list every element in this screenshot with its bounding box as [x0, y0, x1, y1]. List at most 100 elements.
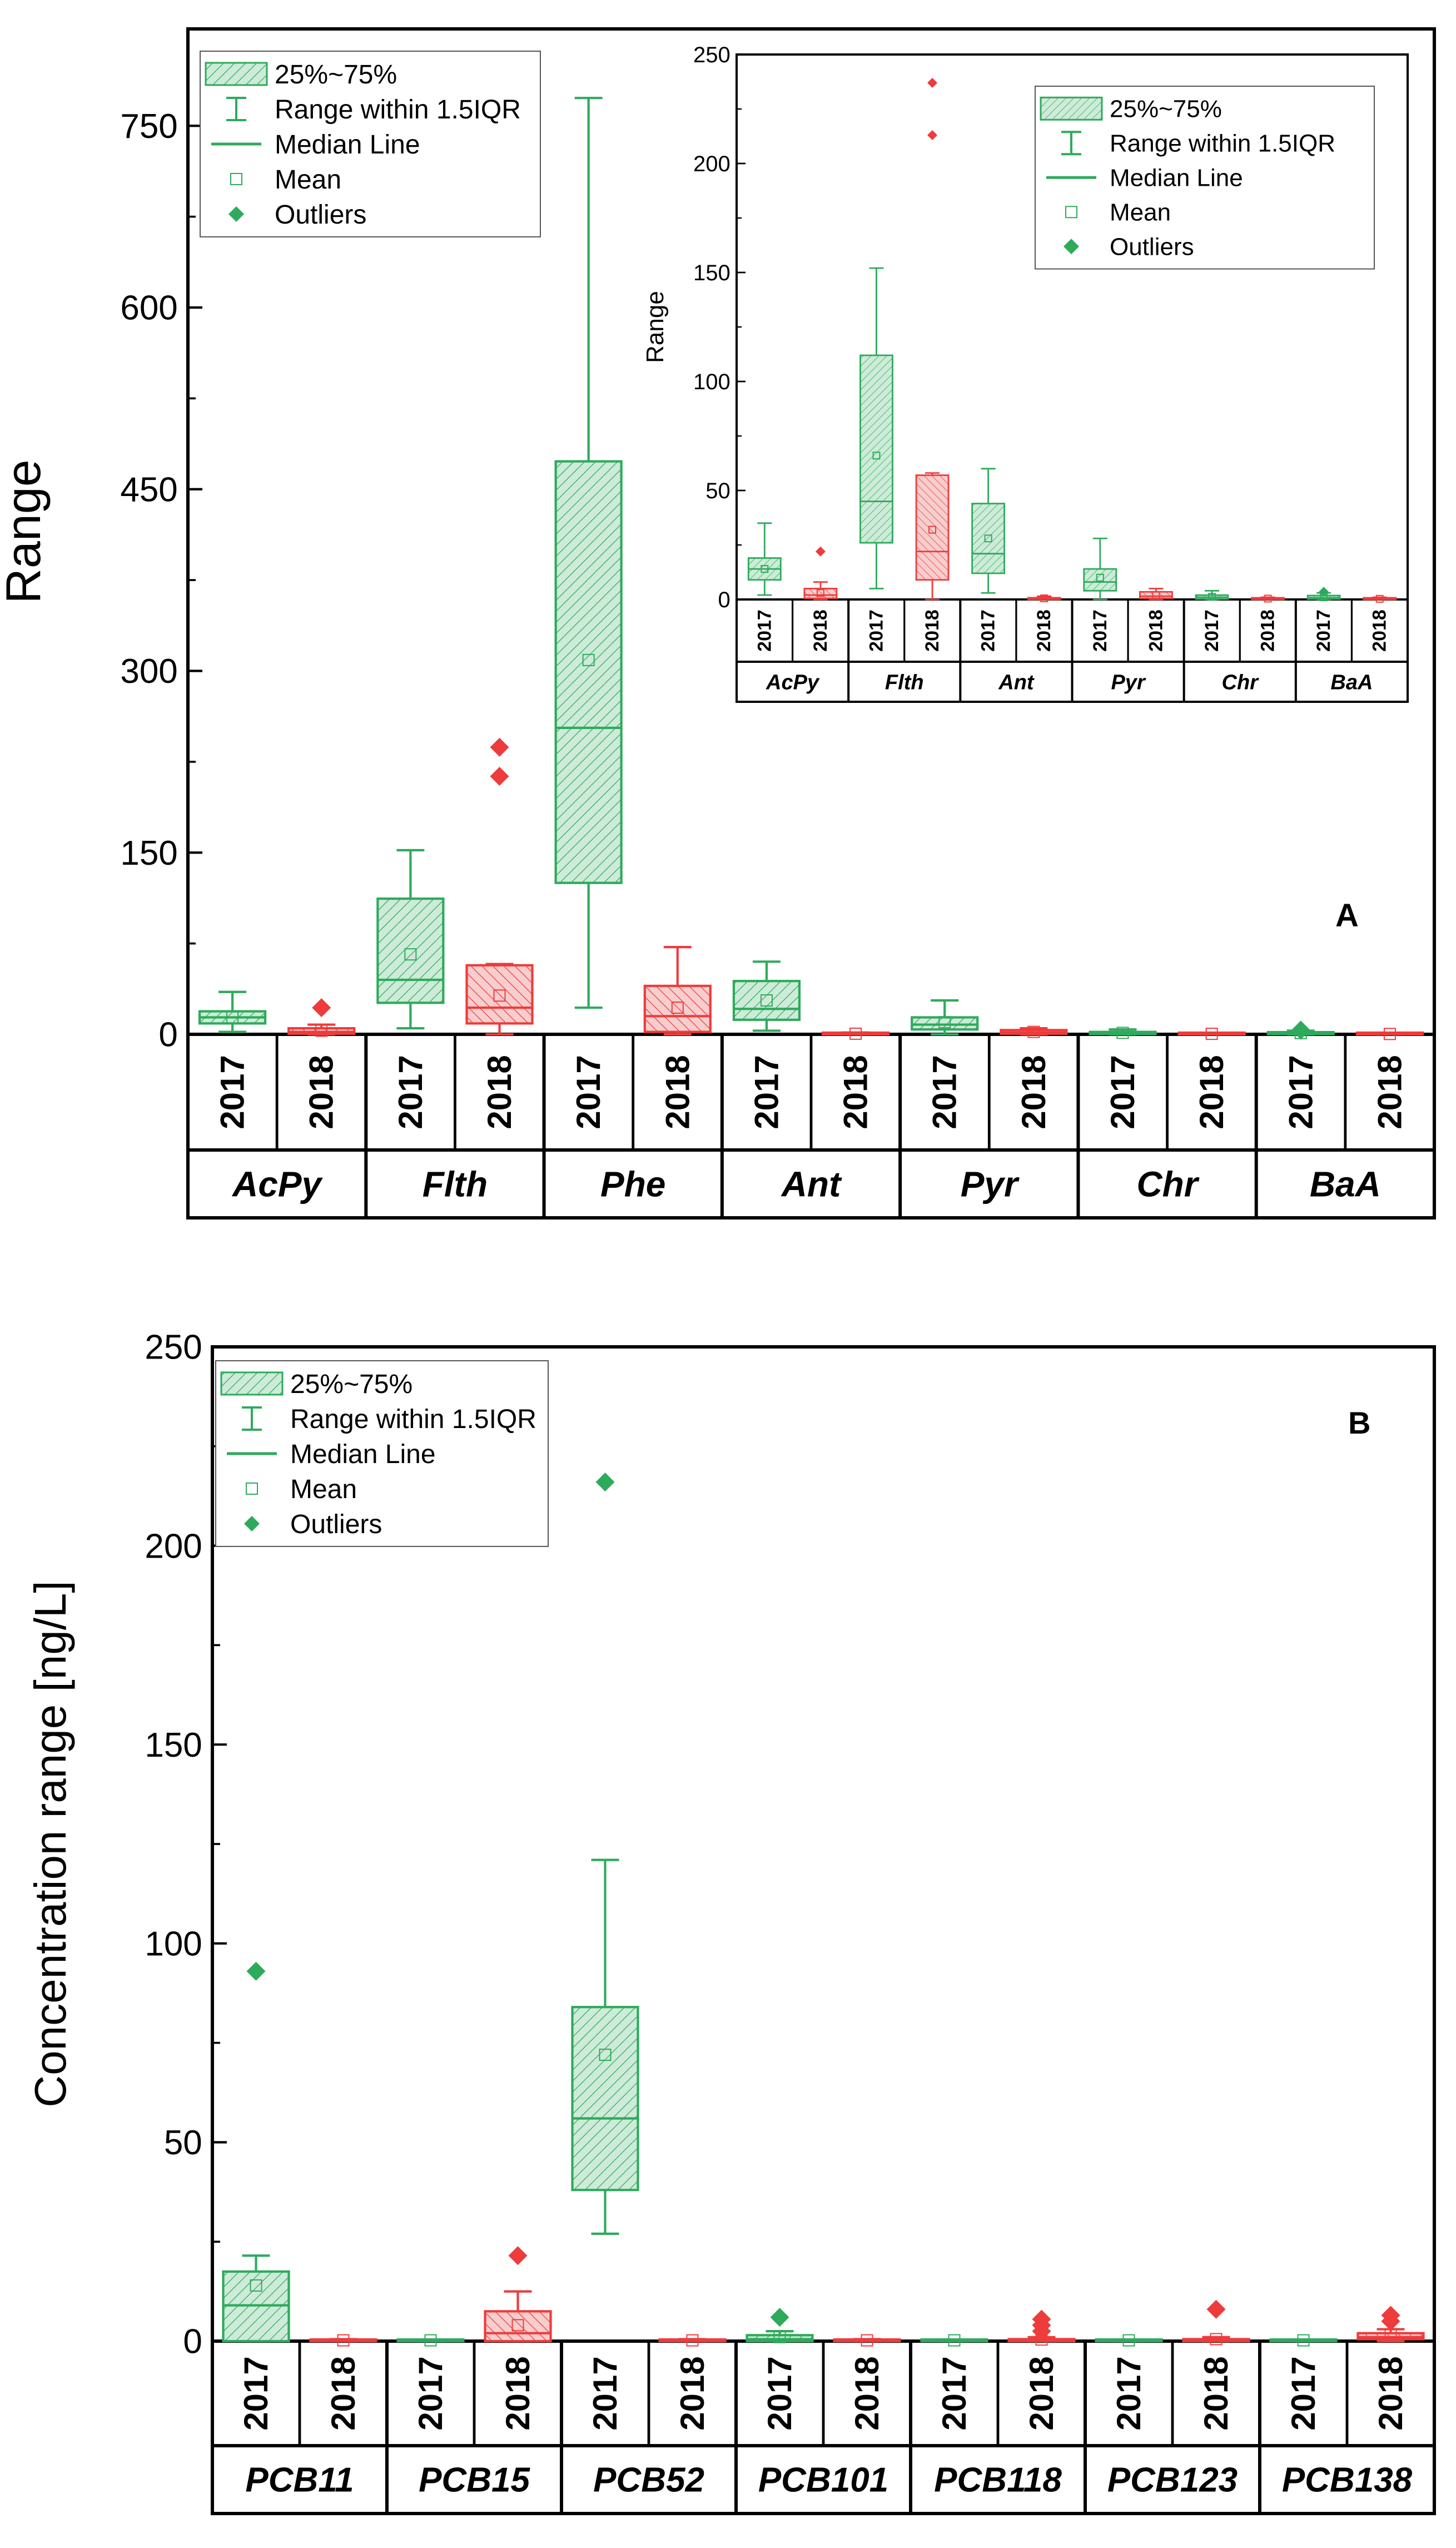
group-label: Ant: [781, 1164, 842, 1204]
outlier-marker: [815, 546, 826, 557]
y-tick-label: 150: [120, 834, 177, 873]
group-label: PCB11: [245, 2461, 354, 2500]
box-pcb138-2018: [1356, 2306, 1425, 2343]
panel-label: A: [1335, 898, 1359, 934]
mean-marker: [760, 994, 773, 1007]
year-label: 2017: [1104, 1055, 1141, 1129]
year-label: 2018: [481, 1055, 518, 1129]
y-tick-label: 100: [693, 370, 731, 394]
year-label: 2017: [748, 1055, 785, 1129]
legend-swatch-mean: [230, 172, 242, 185]
box-pcb11-2017: [222, 1961, 290, 2343]
year-label: 2017: [978, 609, 999, 652]
legend: 25%~75% Range within 1.5IQR Median Line Mea…: [1035, 86, 1375, 270]
mean-marker: [1096, 573, 1104, 582]
box-baa-2018: [1363, 594, 1397, 603]
group-label: Chr: [1136, 1164, 1199, 1204]
group-label: AcPy: [231, 1164, 324, 1204]
year-label: 2018: [1372, 2356, 1409, 2430]
year-label: 2018: [1258, 609, 1279, 652]
mean-marker: [493, 989, 506, 1002]
y-tick-label: 250: [693, 43, 731, 67]
group-label: PCB101: [758, 2461, 888, 2500]
group-label: BaA: [1330, 671, 1373, 694]
box-pyr-2017: [1083, 537, 1117, 601]
outlier-marker: [1291, 1020, 1310, 1040]
box-pcb118-2017: [920, 2334, 988, 2347]
panel-a-inset: 0 50 100 150 200 250 Range 2017 2018 AcPy 2017 2018…: [642, 43, 1409, 703]
outlier-marker: [1319, 587, 1329, 597]
box-pcb138-2017: [1269, 2334, 1338, 2347]
y-tick-label: 750: [120, 107, 177, 146]
year-label: 2018: [1369, 609, 1390, 652]
legend-label: 25%~75%: [275, 60, 397, 90]
outlier-marker: [927, 130, 938, 141]
iqr-box: [732, 980, 801, 1021]
year-label: 2018: [1193, 1055, 1230, 1129]
year-label: 2018: [837, 1055, 874, 1129]
legend-swatch-outlier: [228, 206, 244, 222]
outlier-marker: [595, 1473, 615, 1492]
group-label: Pyr: [1111, 671, 1146, 694]
year-label: 2017: [1282, 1055, 1319, 1129]
group-label: Ant: [998, 671, 1035, 694]
box-ant-2018: [1027, 594, 1061, 603]
year-label: 2018: [499, 2356, 536, 2430]
year-label: 2017: [587, 2356, 624, 2430]
iqr-box: [554, 460, 623, 884]
panel-a: 0 150 300 450 600 750 Range 2017 2018 AcPy 2017 201…: [0, 27, 1436, 1220]
box-ant-2017: [732, 960, 801, 1032]
legend-label: Range within 1.5IQR: [1110, 130, 1335, 157]
legend-swatch-box: [220, 1371, 284, 1396]
mean-marker: [511, 2319, 524, 2332]
y-tick-label: 0: [718, 588, 731, 612]
mean-marker: [872, 452, 881, 460]
year-label: 2017: [1110, 2356, 1147, 2430]
year-label: 2018: [1033, 609, 1055, 652]
outlier-marker: [490, 767, 509, 786]
box-flth-2017: [376, 849, 445, 1030]
year-label: 2017: [754, 609, 775, 652]
box-flth-2018: [915, 77, 950, 601]
legend-label: Range within 1.5IQR: [275, 95, 521, 125]
legend: 25%~75% Range within 1.5IQR Median Line Mea…: [215, 1360, 549, 1547]
group-label: Chr: [1222, 671, 1260, 694]
mean-marker: [1205, 1028, 1218, 1040]
mean-marker: [816, 589, 824, 597]
year-label: 2018: [1145, 609, 1166, 652]
legend: 25%~75% Range within 1.5IQR Median Line Mea…: [200, 51, 541, 237]
legend-swatch-mean: [1065, 206, 1077, 219]
outlier-marker: [927, 77, 938, 88]
mean-marker: [315, 1024, 328, 1037]
y-tick-label: 600: [120, 289, 177, 328]
year-label: 2017: [392, 1055, 429, 1129]
box-chr-2018: [1251, 594, 1285, 603]
year-label: 2017: [237, 2356, 275, 2430]
year-label: 2017: [1201, 609, 1223, 652]
y-tick-label: 0: [183, 2323, 202, 2361]
box-acpy-2017: [747, 522, 782, 596]
group-label: Phe: [600, 1164, 665, 1204]
group-label: Flth: [885, 671, 924, 694]
mean-marker: [599, 2049, 612, 2061]
box-pcb15-2018: [484, 2246, 552, 2343]
group-label: AcPy: [766, 671, 820, 694]
box-pcb52-2018: [658, 2334, 727, 2347]
legend-label: Outliers: [290, 1510, 382, 1539]
y-tick-label: 150: [145, 1726, 202, 1764]
mean-marker: [761, 565, 769, 573]
mean-marker: [1040, 594, 1048, 603]
y-axis-label: Range: [0, 459, 51, 603]
y-tick-label: 200: [693, 152, 731, 176]
iqr-box: [915, 474, 950, 581]
year-label: 2017: [761, 2356, 798, 2430]
y-tick-label: 300: [120, 652, 177, 691]
year-label: 2018: [325, 2356, 362, 2430]
legend-swatch-outlier: [1064, 239, 1079, 255]
legend-label: Mean: [1110, 199, 1171, 226]
mean-marker: [226, 1011, 239, 1024]
iqr-box: [859, 354, 893, 544]
box-pcb11-2018: [309, 2334, 377, 2347]
iqr-box: [1139, 591, 1173, 599]
y-tick-label: 200: [145, 1527, 202, 1565]
